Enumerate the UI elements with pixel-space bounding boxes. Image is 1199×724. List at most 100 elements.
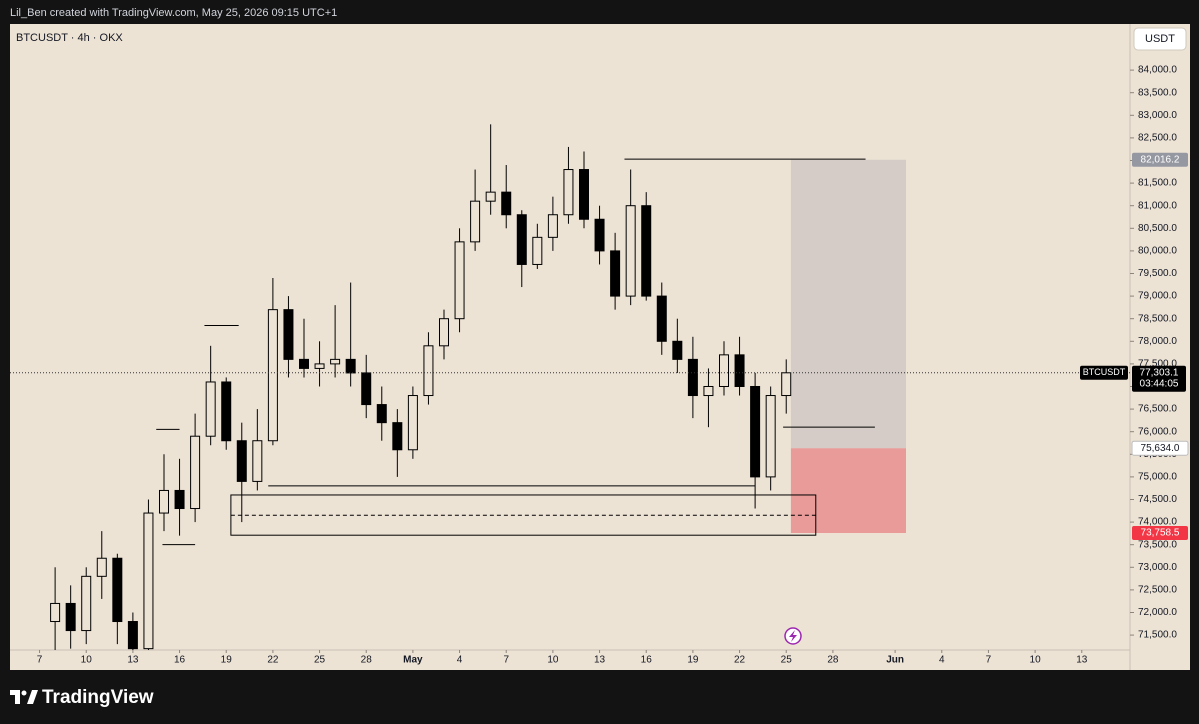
candle-body [703, 385, 714, 397]
candle-body [656, 295, 667, 342]
candle-body [81, 575, 92, 632]
candle-body [221, 381, 232, 442]
y-tick-label: 84,000.0 [1138, 65, 1177, 76]
candle-body [765, 395, 776, 478]
x-tick-label: 28 [361, 655, 373, 666]
currency-button[interactable] [1133, 27, 1187, 51]
candle-body [50, 602, 61, 623]
candle-body [516, 214, 527, 265]
x-tick-label: 7 [986, 655, 992, 666]
x-tick-label: 22 [734, 655, 746, 666]
candle-body [485, 191, 496, 202]
candle-body [345, 358, 356, 374]
y-tick-label: 72,500.0 [1138, 585, 1177, 596]
x-tick-label: 25 [314, 655, 326, 666]
candle-body [127, 621, 138, 650]
entry-label: 75,634.0 [1141, 443, 1180, 454]
candle-body [781, 372, 792, 397]
y-tick-label: 78,500.0 [1138, 313, 1177, 324]
credit: Lil_Ben created with TradingView.com, Ma… [10, 7, 337, 19]
candle-body [143, 512, 154, 650]
x-tick-label: 7 [37, 655, 43, 666]
y-tick-label: 79,000.0 [1138, 291, 1177, 302]
candle-body [719, 354, 729, 387]
stop-zone [790, 448, 906, 534]
y-tick-label: 79,500.0 [1138, 268, 1177, 279]
y-tick-label: 78,000.0 [1138, 336, 1177, 347]
x-tick-label: 4 [457, 655, 463, 666]
last-price-label: 77,303.1 [1140, 367, 1179, 378]
y-tick-label: 71,500.0 [1138, 630, 1177, 641]
y-tick-label: 75,000.0 [1138, 472, 1177, 483]
x-tick-label: 28 [827, 655, 839, 666]
x-tick-label: 7 [503, 655, 509, 666]
candle-body [547, 214, 558, 238]
last-price-tag [1132, 365, 1186, 392]
candle-body [190, 435, 201, 510]
candle-body [563, 169, 574, 216]
candle-body [579, 169, 589, 220]
entry-tag [1131, 440, 1189, 456]
brand-logo [10, 690, 38, 704]
x-tick-label: 19 [221, 655, 233, 666]
y-tick-label: 80,500.0 [1138, 223, 1177, 234]
candle-body [96, 557, 107, 577]
candle-body [236, 440, 247, 482]
candle-body [392, 422, 403, 451]
x-tick-label: 25 [781, 655, 793, 666]
y-tick-label: 73,500.0 [1138, 539, 1177, 550]
x-tick-label: 16 [174, 655, 186, 666]
candle-body [407, 395, 418, 451]
x-tick-label: 22 [267, 655, 279, 666]
x-tick-label: 10 [547, 655, 559, 666]
y-tick-label: 72,000.0 [1138, 607, 1177, 618]
x-tick-label: 13 [127, 655, 139, 666]
candle-body [112, 557, 123, 623]
candle-body [439, 318, 449, 347]
candle-body [267, 309, 278, 442]
y-tick-label: 82,500.0 [1138, 133, 1177, 144]
x-tick-label: 13 [1076, 655, 1088, 666]
x-tick-label: 13 [594, 655, 606, 666]
stop-tag [1132, 526, 1188, 541]
candle-body [687, 358, 698, 397]
alert-icon [784, 627, 802, 645]
candle-body [65, 602, 76, 632]
target-label: 82,016.2 [1141, 154, 1180, 165]
candle-body [454, 241, 465, 320]
y-tick-label: 81,000.0 [1138, 200, 1177, 211]
stop-label: 73,758.5 [1141, 528, 1180, 539]
candle-body [423, 345, 434, 397]
symbol-title: BTCUSDT · 4h · OKX [16, 32, 123, 44]
symbol-label: BTCUSDT [1083, 367, 1126, 377]
candle-body [532, 236, 543, 265]
chart-panel [10, 24, 1190, 670]
target-zone [790, 159, 906, 449]
currency[interactable]: USDT [1145, 33, 1175, 45]
y-tick-label: 73,000.0 [1138, 562, 1177, 573]
x-tick-label: May [403, 655, 423, 666]
candle-body [174, 489, 185, 510]
candle-body [283, 309, 294, 360]
target-tag [1132, 152, 1188, 167]
candle-body [470, 200, 481, 243]
candle-body [205, 381, 216, 437]
candle-body [501, 191, 512, 216]
y-tick-label: 76,500.0 [1138, 404, 1177, 415]
candle-body [610, 250, 621, 297]
candle-body [376, 404, 387, 424]
brand: TradingView [42, 687, 154, 708]
y-tick-label: 74,500.0 [1138, 494, 1177, 505]
candle-body [750, 385, 761, 478]
candle-body [672, 340, 683, 360]
candle-body [330, 358, 341, 365]
y-tick-label: 76,000.0 [1138, 426, 1177, 437]
candle-body [252, 440, 263, 482]
symbol-tag [1080, 365, 1128, 380]
y-tick-label: 83,500.0 [1138, 87, 1177, 98]
candle-body [361, 372, 372, 406]
x-tick-label: 10 [1030, 655, 1042, 666]
candle-body [625, 205, 636, 297]
y-tick-label: 81,500.0 [1138, 178, 1177, 189]
